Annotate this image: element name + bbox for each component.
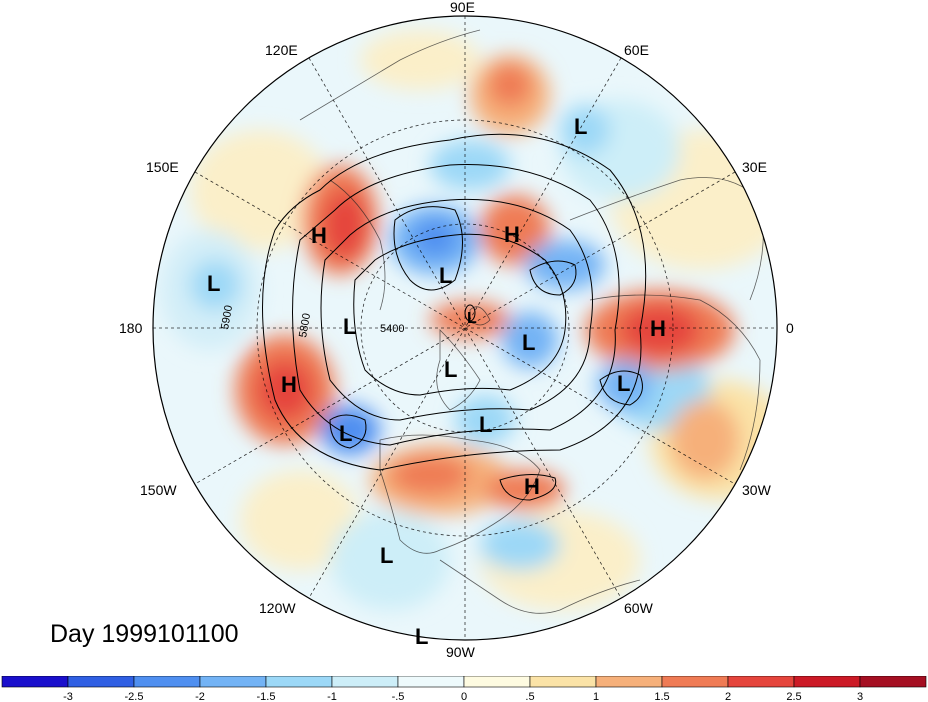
colorbar-tick-labels: -3 -2.5 -2 -1.5 -1 -.5 0 .5 1 1.5 2 2.5 3 xyxy=(63,691,863,702)
lon-label-60e: 60E xyxy=(624,42,649,58)
high-marker: H xyxy=(504,222,520,247)
day-label: Day 1999101100 xyxy=(50,620,239,648)
colorbar-tick-label: -.5 xyxy=(392,691,405,702)
low-marker: L xyxy=(479,412,492,437)
lon-label-60w: 60W xyxy=(624,600,654,616)
colorbar-swatch xyxy=(661,676,729,688)
low-marker: L xyxy=(574,114,587,139)
map-boundary xyxy=(152,15,778,641)
low-marker: L xyxy=(343,314,356,339)
pressure-system-markers: H H H H H L L L L L L L L L L L L xyxy=(207,114,666,649)
high-marker: H xyxy=(524,474,540,499)
anomaly-field xyxy=(153,16,777,640)
contour-label-5800: 5800 xyxy=(297,312,313,338)
colorbar-swatch xyxy=(529,676,597,688)
colorbar-swatch xyxy=(67,676,135,688)
lon-label-90e: 90E xyxy=(450,0,475,15)
colorbar-tick-label: 1 xyxy=(593,691,599,702)
lon-label-150e: 150E xyxy=(146,159,179,175)
contour-label-5400: 5400 xyxy=(380,323,404,335)
high-marker: H xyxy=(281,372,297,397)
colorbar: -3 -2.5 -2 -1.5 -1 -.5 0 .5 1 1.5 2 2.5 3 xyxy=(1,676,927,702)
colorbar-swatch xyxy=(199,676,267,688)
low-marker: L xyxy=(380,543,393,568)
colorbar-swatch xyxy=(331,676,399,688)
colorbar-tick-label: -3 xyxy=(63,691,73,702)
colorbar-tick-label: 0 xyxy=(461,691,467,702)
colorbar-swatches xyxy=(1,676,927,688)
colorbar-tick-label: 2 xyxy=(725,691,731,702)
colorbar-tick-label: 3 xyxy=(857,691,863,702)
low-marker: L xyxy=(467,310,477,327)
low-marker: L xyxy=(415,624,428,649)
coastlines xyxy=(299,29,764,614)
colorbar-swatch xyxy=(859,676,927,688)
low-marker: L xyxy=(444,357,457,382)
colorbar-swatch xyxy=(595,676,663,688)
lon-label-120w: 120W xyxy=(259,600,296,616)
low-marker: L xyxy=(439,263,452,288)
colorbar-swatch xyxy=(1,676,69,688)
low-marker: L xyxy=(617,371,630,396)
lon-label-30w: 30W xyxy=(742,482,772,498)
high-marker: H xyxy=(650,316,666,341)
lon-label-180: 180 xyxy=(119,320,143,336)
lon-label-0: 0 xyxy=(786,320,794,336)
colorbar-tick-label: -1 xyxy=(327,691,337,702)
colorbar-tick-label: 2.5 xyxy=(786,691,801,702)
colorbar-swatch xyxy=(133,676,201,688)
colorbar-swatch xyxy=(463,676,531,688)
colorbar-tick-label: -2 xyxy=(195,691,205,702)
colorbar-tick-label: 1.5 xyxy=(654,691,669,702)
colorbar-tick-label: .5 xyxy=(525,691,534,702)
high-marker: H xyxy=(311,223,327,248)
longitude-labels: 90E 120E 60E 150E 30E 180 0 150W 30W 120… xyxy=(119,0,794,660)
low-marker: L xyxy=(207,271,220,296)
height-contours xyxy=(262,133,647,501)
lon-label-120e: 120E xyxy=(265,42,298,58)
colorbar-swatch xyxy=(265,676,333,688)
low-marker: L xyxy=(522,330,535,355)
colorbar-swatch xyxy=(397,676,465,688)
colorbar-tick-label: -1.5 xyxy=(257,691,276,702)
colorbar-tick-label: -2.5 xyxy=(125,691,144,702)
graticule xyxy=(153,16,777,640)
contour-label-5900: 5900 xyxy=(219,304,235,330)
colorbar-swatch xyxy=(727,676,795,688)
low-marker: L xyxy=(339,421,352,446)
lon-label-150w: 150W xyxy=(140,482,177,498)
lon-label-90w: 90W xyxy=(446,644,476,660)
lon-label-30e: 30E xyxy=(742,159,767,175)
colorbar-swatch xyxy=(793,676,861,688)
